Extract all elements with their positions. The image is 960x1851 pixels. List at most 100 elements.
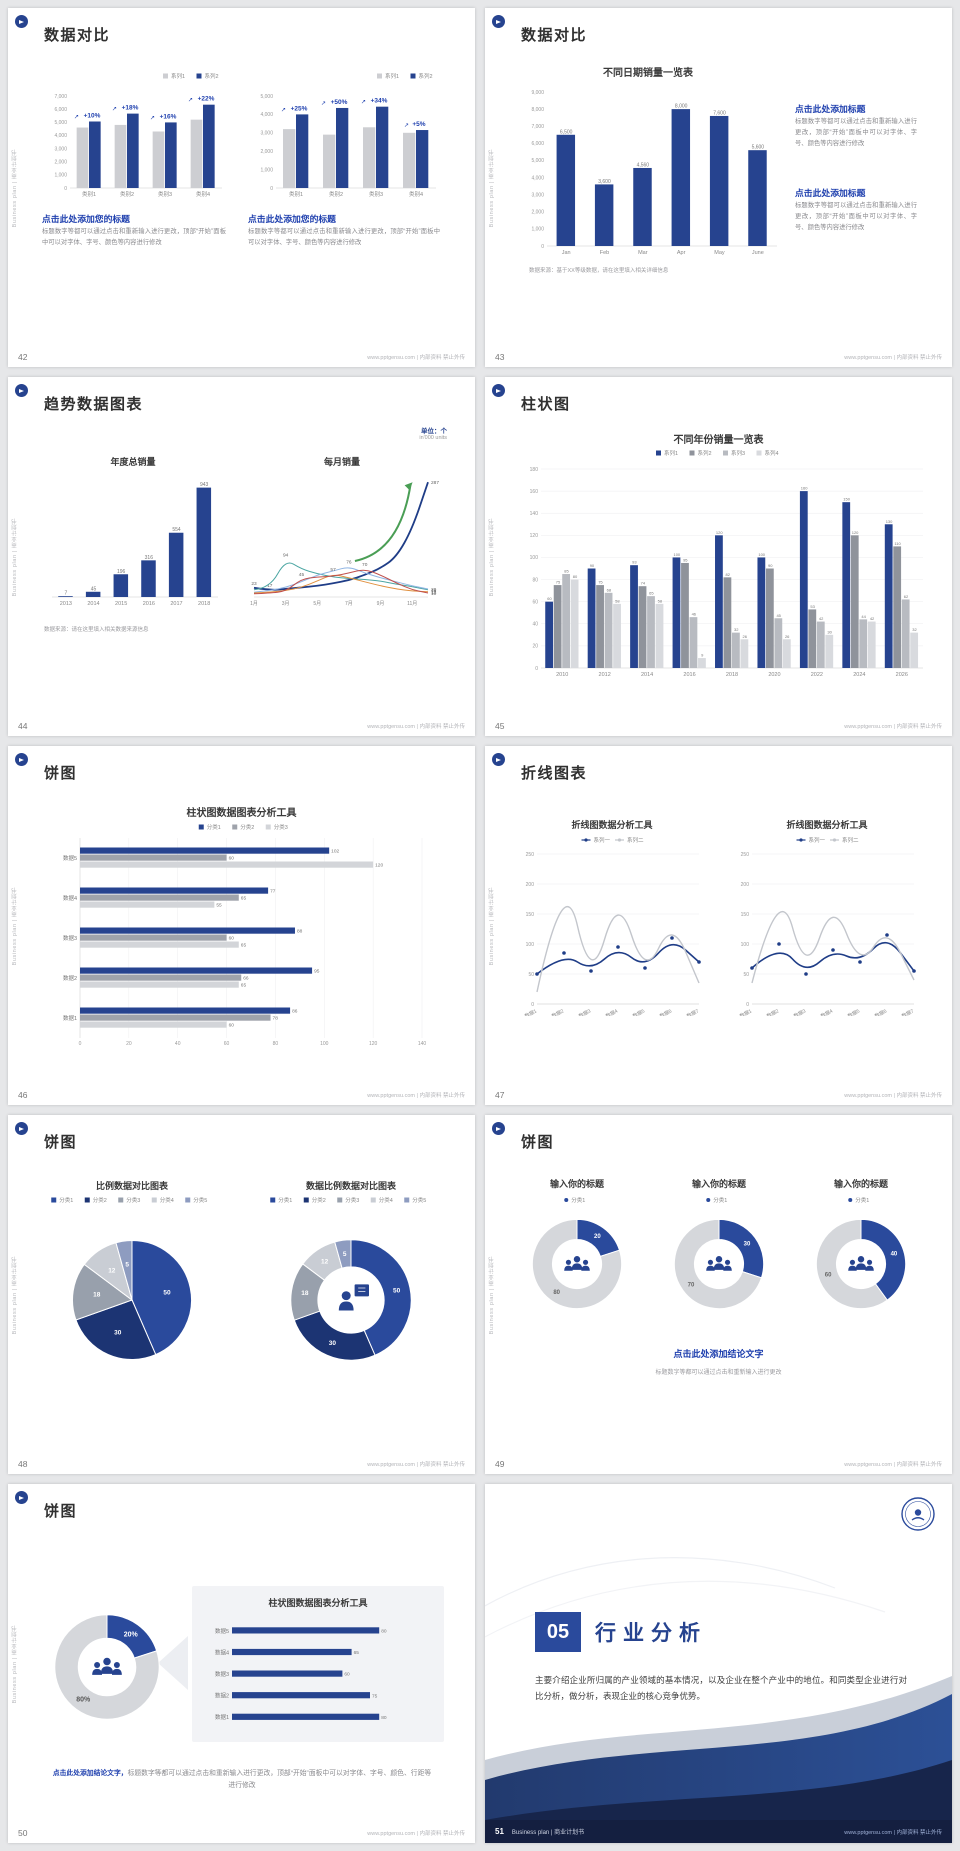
svg-text:类别4: 类别4 — [409, 190, 423, 198]
svg-text:+50%: +50% — [331, 99, 348, 106]
svg-text:5,600: 5,600 — [752, 145, 765, 151]
svg-text:系列二: 系列二 — [842, 836, 859, 844]
svg-text:140: 140 — [418, 1041, 427, 1047]
svg-text:100: 100 — [530, 555, 539, 561]
svg-text:57: 57 — [330, 567, 336, 573]
unit-line: in'000 units — [419, 435, 447, 441]
svg-text:18: 18 — [93, 1292, 101, 1299]
vertical-brand-text: Business plan | 商业计划书 — [12, 1255, 18, 1334]
svg-text:系列二: 系列二 — [627, 836, 644, 844]
svg-text:↗: ↗ — [281, 107, 286, 113]
svg-text:66: 66 — [243, 976, 249, 982]
slide-45[interactable]: Business plan | 商业计划书 柱状图 不同年份销量一览表 系列1 系… — [485, 377, 952, 736]
svg-text:65: 65 — [649, 591, 654, 596]
svg-text:20%: 20% — [124, 1631, 139, 1638]
compare-bar-chart-right: 系列1 系列2 0 1,000 2,000 3,000 4,000 5,000 类别1 +25% ↗… — [248, 68, 440, 200]
svg-text:80: 80 — [532, 577, 538, 583]
slide-49[interactable]: Business plan | 商业计划书 饼图 输入你的标题 分类1 20 80 … — [485, 1115, 952, 1474]
svg-text:65: 65 — [354, 1650, 360, 1656]
section-body: 主要介绍企业所归属的产业领域的基本情况，以及企业在整个产业中的地位。和同类型企业… — [535, 1675, 907, 1702]
svg-text:0: 0 — [746, 1002, 749, 1008]
svg-text:94: 94 — [283, 552, 289, 558]
svg-text:20: 20 — [594, 1234, 601, 1240]
svg-text:10: 10 — [431, 591, 437, 597]
svg-text:类别4: 类别4 — [196, 190, 210, 198]
logo-badge-icon — [492, 15, 505, 28]
svg-text:类别1: 类别1 — [82, 190, 96, 198]
svg-text:分类1: 分类1 — [207, 823, 221, 831]
svg-text:数据1: 数据1 — [523, 1007, 538, 1016]
page-number: 42 — [18, 352, 28, 362]
svg-text:2015: 2015 — [115, 601, 127, 607]
svg-text:75: 75 — [556, 580, 561, 585]
svg-text:0: 0 — [64, 186, 67, 192]
svg-text:6,000: 6,000 — [54, 107, 67, 113]
svg-text:65: 65 — [241, 896, 247, 902]
block-heading: 点击此处添加标题 — [795, 188, 866, 198]
slide-44[interactable]: Business plan | 商业计划书 趋势数据图表 单位：个 in'000… — [8, 377, 475, 736]
svg-text:26: 26 — [785, 634, 790, 639]
footer-brand-text: Business plan | 商业计划书 — [511, 1830, 585, 1836]
svg-text:60: 60 — [344, 1672, 350, 1678]
svg-text:3,000: 3,000 — [54, 146, 67, 152]
svg-text:102: 102 — [331, 849, 339, 855]
svg-text:数据4: 数据4 — [63, 894, 77, 902]
logo-badge-icon — [15, 15, 28, 28]
svg-text:Apr: Apr — [677, 250, 686, 256]
slide-title: 数据对比 — [521, 27, 588, 44]
donut-heading: 输入你的标题 — [549, 1179, 604, 1189]
svg-text:9月: 9月 — [377, 601, 385, 607]
svg-text:类别3: 类别3 — [369, 190, 383, 198]
svg-text:30: 30 — [827, 629, 832, 634]
donut-chart: 20% 80% — [44, 1600, 170, 1732]
svg-text:12: 12 — [321, 1259, 329, 1266]
svg-text:250: 250 — [741, 852, 750, 858]
logo-badge-icon — [15, 1491, 28, 1504]
slide-47[interactable]: Business plan | 商业计划书 折线图表 折线图数据分析工具 系列一… — [485, 746, 952, 1105]
svg-text:3月: 3月 — [282, 601, 290, 607]
svg-text:数据1: 数据1 — [63, 1014, 77, 1022]
logo-badge-icon — [492, 753, 505, 766]
svg-text:68: 68 — [607, 587, 612, 592]
svg-text:系列2: 系列2 — [698, 449, 712, 457]
svg-text:4,000: 4,000 — [260, 112, 273, 118]
svg-text:分类5: 分类5 — [193, 1196, 207, 1204]
svg-text:46: 46 — [692, 612, 697, 617]
slide-50[interactable]: Business plan | 商业计划书 饼图 20% 80% 柱状图数据图表分… — [8, 1484, 475, 1843]
svg-text:90: 90 — [768, 563, 773, 568]
slide-46[interactable]: Business plan | 商业计划书 饼图 柱状图数据图表分析工具 分类1… — [8, 746, 475, 1105]
svg-text:100: 100 — [741, 942, 750, 948]
chart-title: 折线图数据分析工具 — [786, 820, 868, 830]
slide-42[interactable]: Business plan | 商业计划书 数据对比 系列1 系列2 0 1,000 2… — [8, 8, 475, 367]
svg-text:分类4: 分类4 — [379, 1196, 393, 1204]
monthly-sales-line-chart: 1月 3月 5月 7月 9月 11月 23 17 287 94 18 76 20 57 13 45 70 10 — [244, 471, 440, 609]
page-number: 47 — [495, 1090, 505, 1100]
svg-text:数据6: 数据6 — [658, 1007, 673, 1016]
svg-text:60: 60 — [224, 1041, 230, 1047]
svg-text:7,000: 7,000 — [54, 94, 67, 100]
svg-text:分类5: 分类5 — [412, 1196, 426, 1204]
svg-text:4,560: 4,560 — [637, 162, 650, 168]
svg-text:2016: 2016 — [143, 601, 155, 607]
conclusion-bold: 点击此处添加结论文字， — [52, 1770, 128, 1777]
chart-title: 柱状图数据图表分析工具 — [186, 808, 297, 819]
svg-text:50: 50 — [393, 1288, 401, 1295]
svg-text:分类2: 分类2 — [312, 1196, 326, 1204]
slide-43[interactable]: Business plan | 商业计划书 数据对比 不同日期销量一览表 0 1,… — [485, 8, 952, 367]
svg-text:32: 32 — [912, 627, 917, 632]
slide-51[interactable]: 05 行业分析 主要介绍企业所归属的产业领域的基本情况，以及企业在整个产业中的地… — [485, 1484, 952, 1843]
unit-line: 单位：个 — [421, 428, 447, 435]
svg-text:分类4: 分类4 — [160, 1196, 174, 1204]
svg-text:40: 40 — [891, 1251, 898, 1257]
chart-title: 比例数据对比图表 — [95, 1181, 168, 1191]
svg-text:类别2: 类别2 — [120, 190, 134, 198]
svg-text:80: 80 — [553, 1290, 560, 1296]
svg-text:数据4: 数据4 — [604, 1007, 619, 1016]
slide-48[interactable]: Business plan | 商业计划书 饼图 比例数据对比图表 分类1 分类2… — [8, 1115, 475, 1474]
block-body: 标题数字等都可以通过点击和重新输入进行更改，顶部“开始”面板中可以对字体、字号、… — [795, 202, 917, 232]
connector-wedge — [158, 1636, 188, 1690]
svg-text:110: 110 — [894, 541, 901, 546]
svg-text:65: 65 — [241, 983, 247, 989]
svg-text:80: 80 — [573, 574, 578, 579]
svg-text:数据1: 数据1 — [738, 1007, 753, 1016]
